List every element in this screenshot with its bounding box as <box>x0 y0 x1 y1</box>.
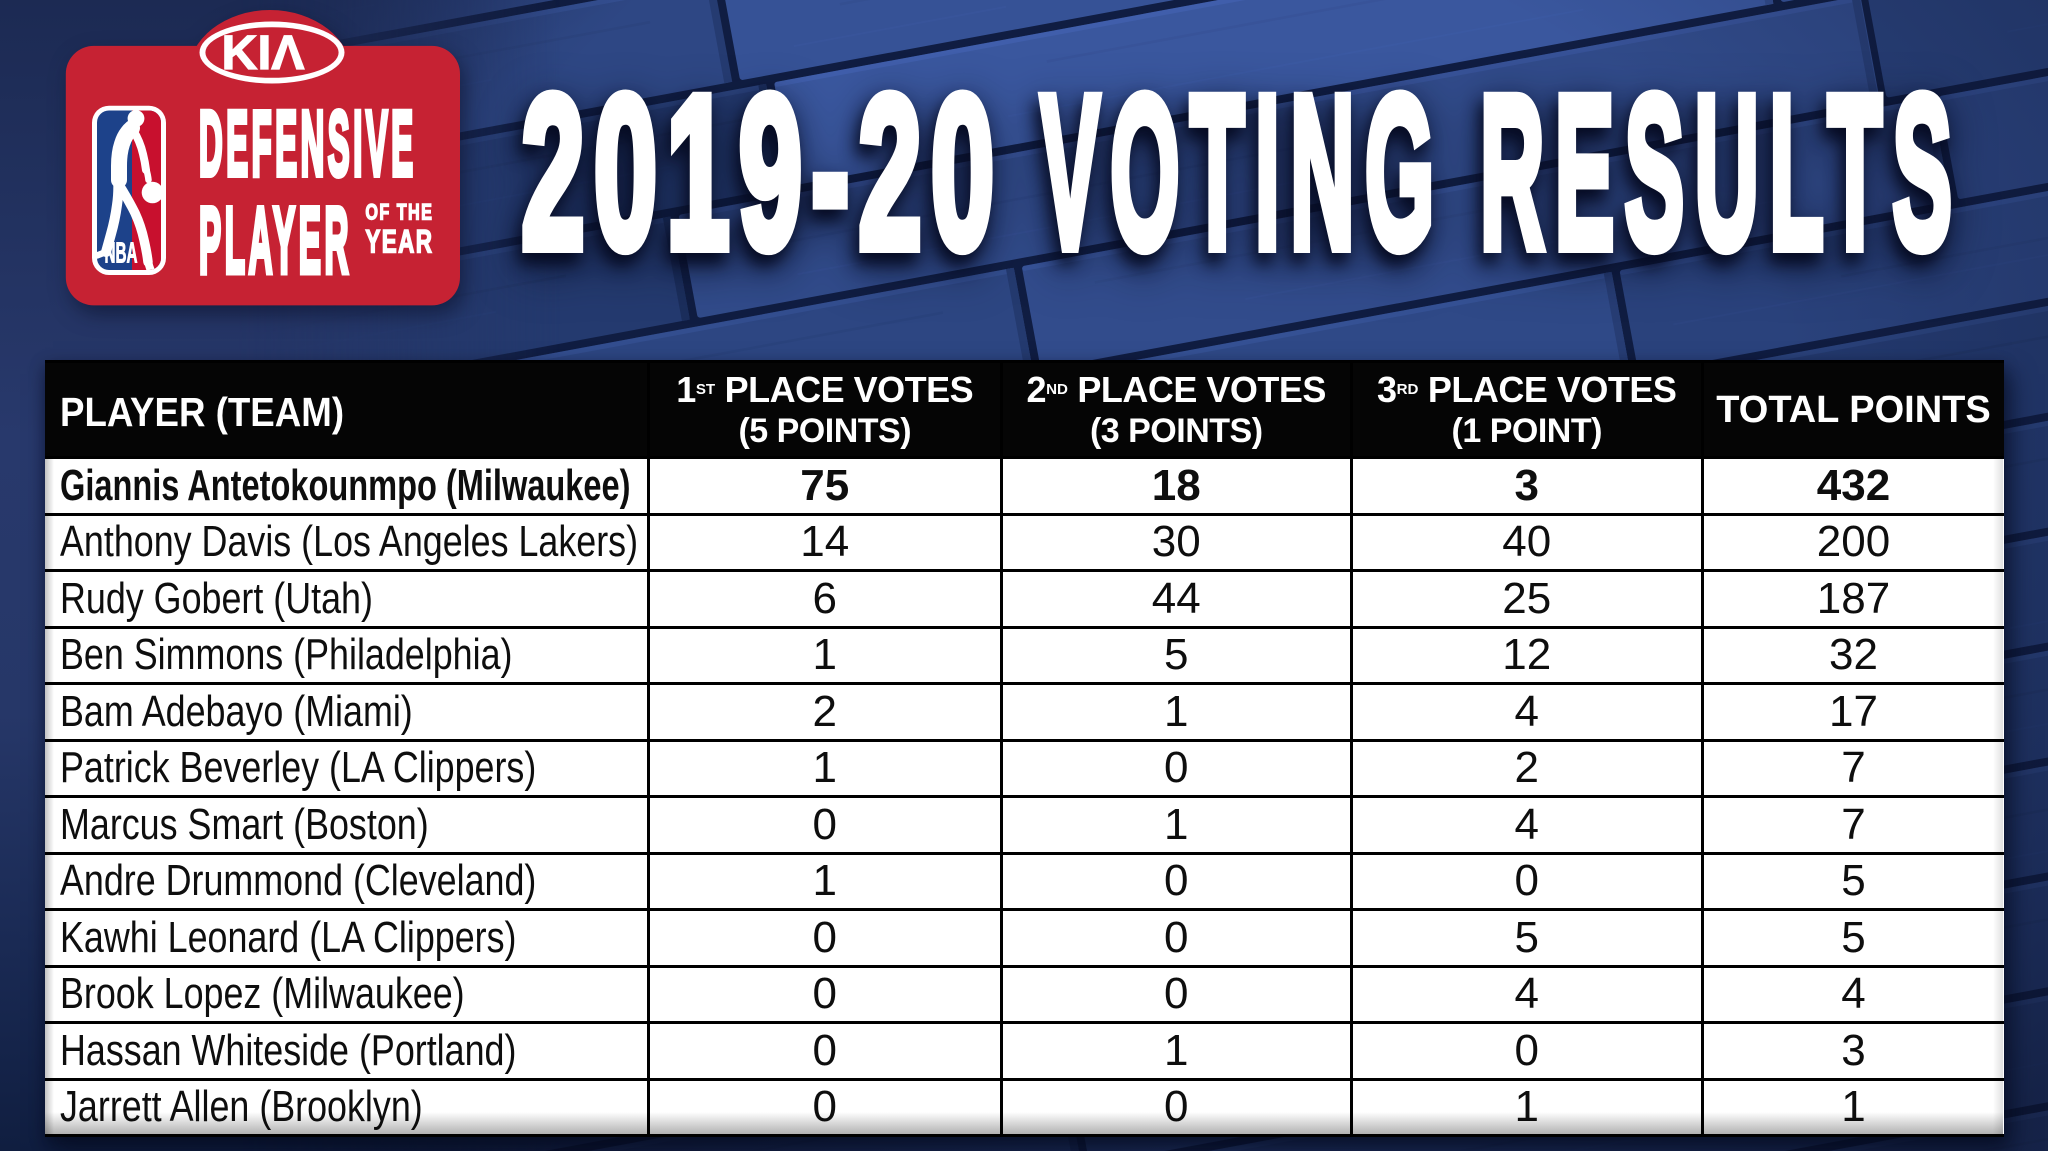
svg-text:DEFENSIVE: DEFENSIVE <box>199 93 417 195</box>
svg-text:YEAR: YEAR <box>365 223 433 259</box>
svg-text:NBA: NBA <box>105 238 138 270</box>
svg-text:KIΛ: KIΛ <box>222 26 306 80</box>
svg-text:VOTING RESULTS: VOTING RESULTS <box>1041 51 1963 293</box>
svg-text:OF THE: OF THE <box>365 199 433 224</box>
svg-text:2019-20: 2019-20 <box>522 51 1004 293</box>
svg-text:PLAYER: PLAYER <box>199 187 352 292</box>
